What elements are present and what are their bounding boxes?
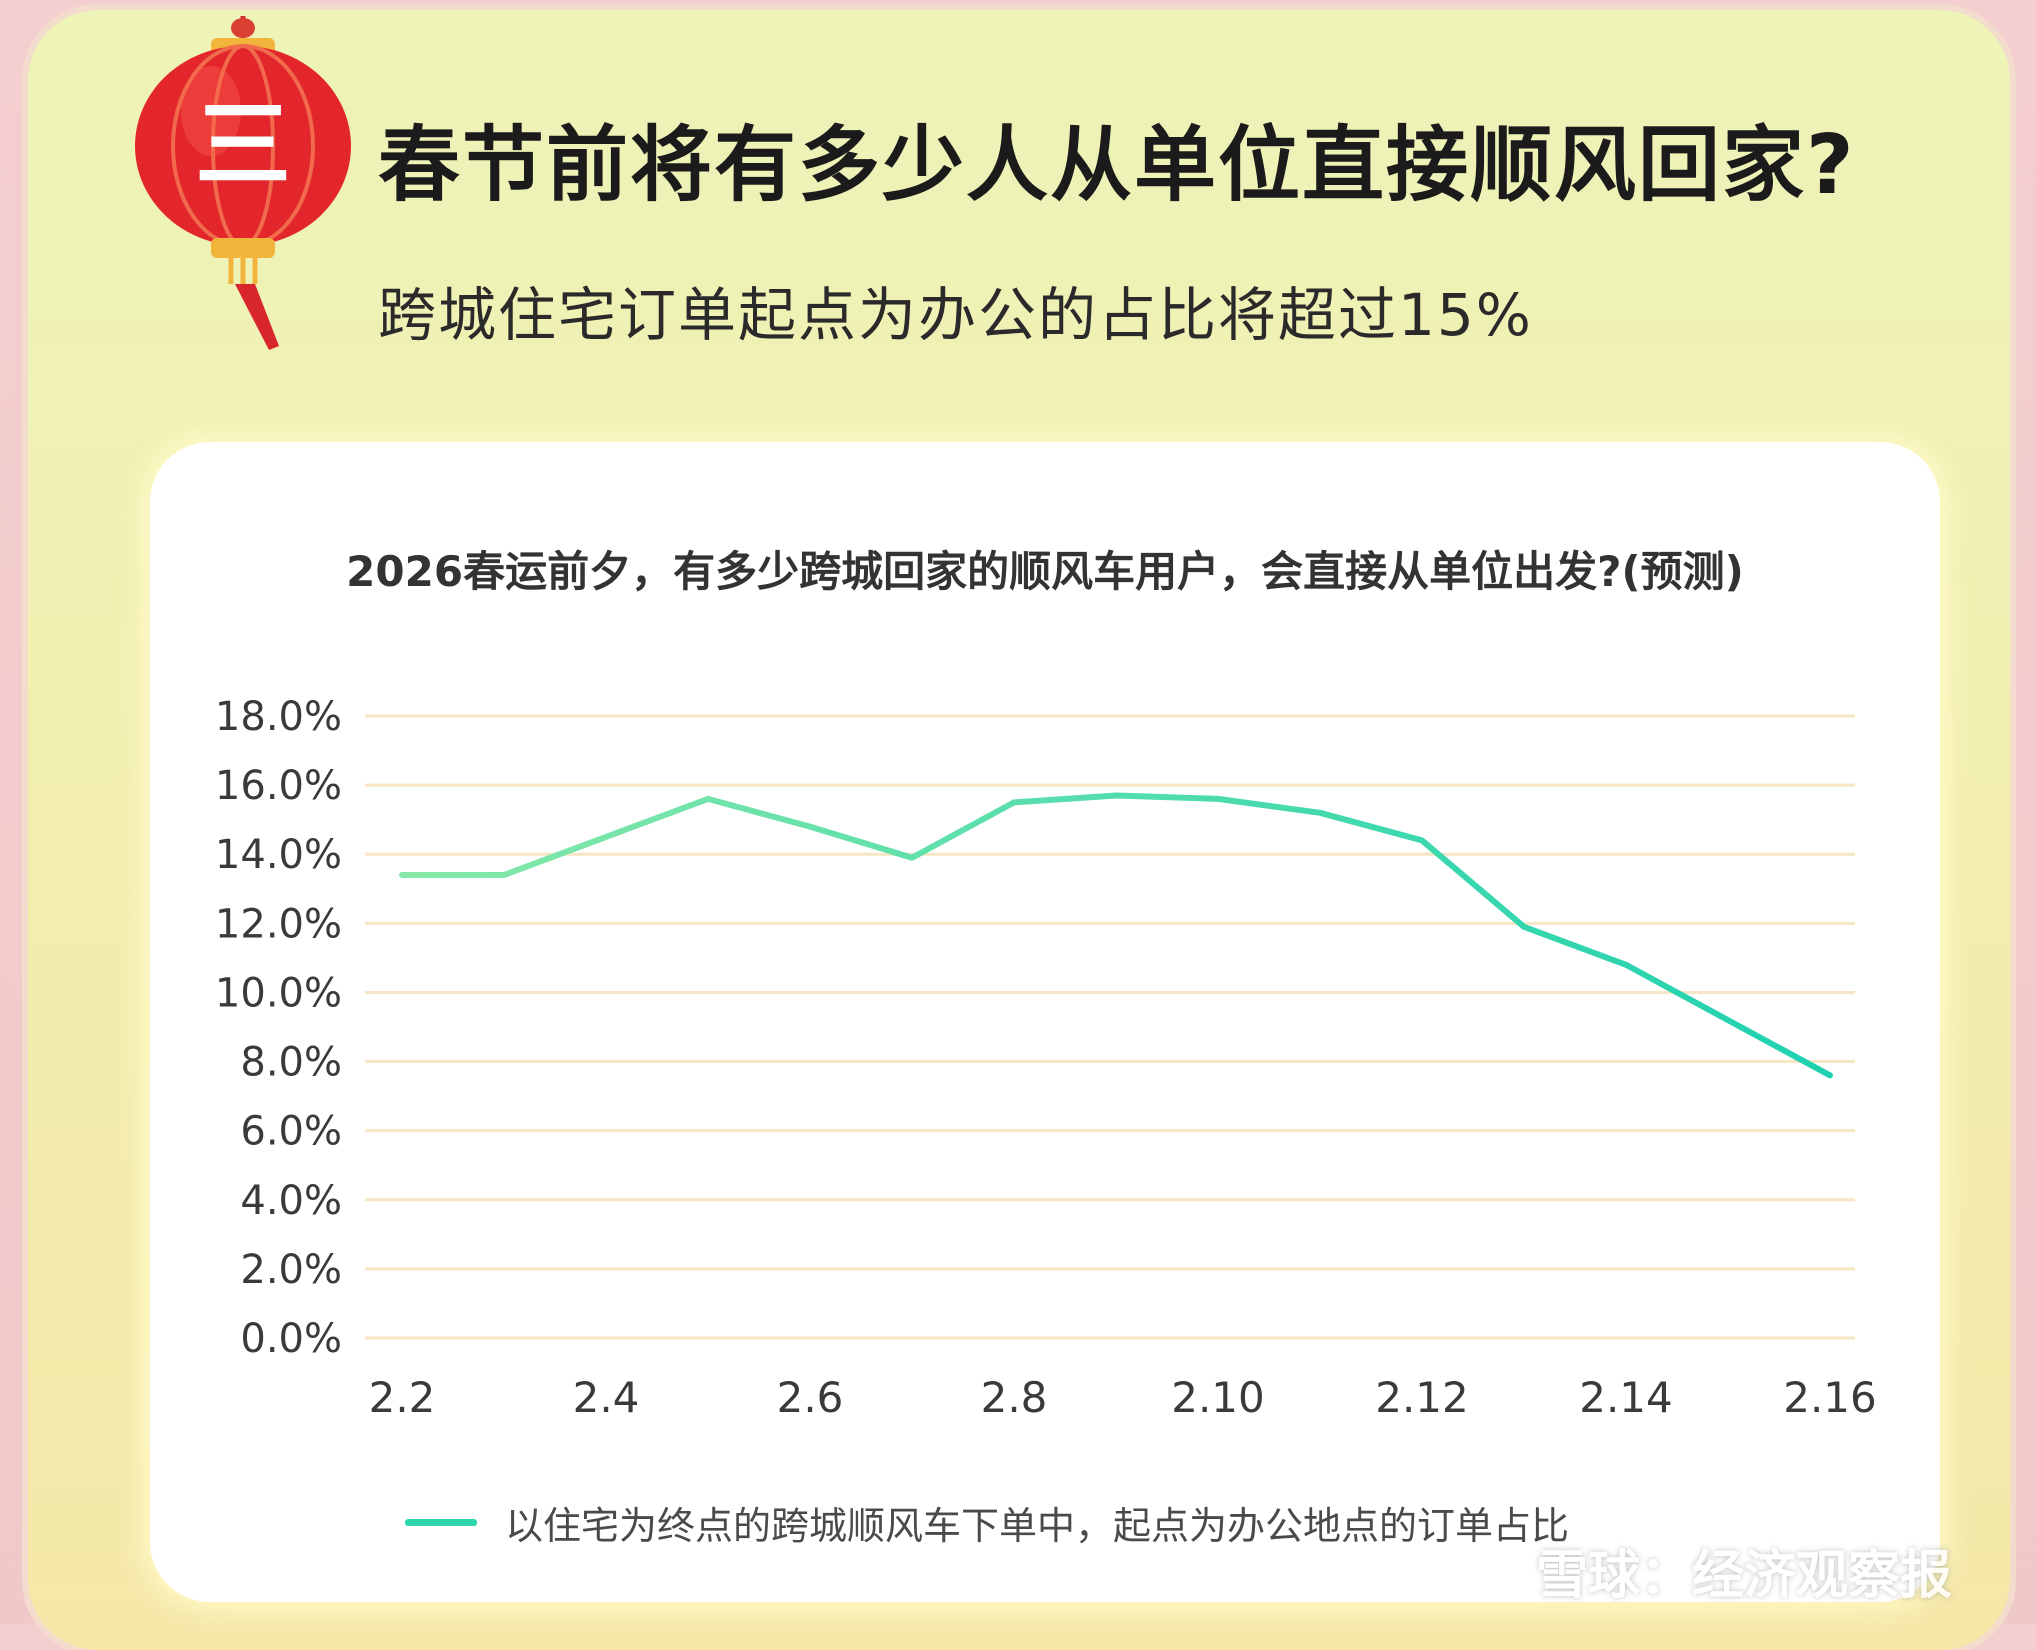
- y-tick-label: 18.0%: [215, 694, 342, 740]
- x-tick-label: 2.14: [1579, 1373, 1673, 1422]
- x-axis-ticks: 2.2 2.4 2.6 2.8 2.10 2.12 2.14 2.16: [369, 1373, 1877, 1422]
- x-tick-label: 2.6: [777, 1373, 844, 1422]
- lantern-badge: 三: [195, 89, 291, 201]
- snowball-logo-icon: [1459, 1539, 1521, 1601]
- y-tick-label: 12.0%: [215, 901, 342, 947]
- series-layer: [399, 792, 1833, 1079]
- y-tick-label: 16.0%: [215, 763, 342, 809]
- series-line: [399, 792, 1833, 1079]
- x-tick-label: 2.16: [1783, 1373, 1877, 1422]
- grid-lines: [365, 714, 1855, 1340]
- chart-title: 2026春运前夕，有多少跨城回家的顺风车用户，会直接从单位出发?(预测): [346, 547, 1744, 596]
- legend-swatch: [405, 1518, 477, 1526]
- y-tick-label: 4.0%: [240, 1178, 342, 1224]
- watermark: 雪球：经济观察报: [1458, 1530, 1952, 1610]
- y-axis-ticks: 18.0% 16.0% 14.0% 12.0% 10.0% 8.0% 6.0% 4.0% 2.0…: [215, 694, 342, 1362]
- chart-legend: 以住宅为终点的跨城顺风车下单中，起点为办公地点的订单占比: [405, 1492, 1569, 1552]
- x-tick-label: 2.10: [1171, 1373, 1265, 1422]
- y-tick-label: 14.0%: [215, 832, 342, 878]
- line-chart: 18.0% 16.0% 14.0% 12.0% 10.0% 8.0% 6.0% 4.0% 2.0…: [215, 694, 1877, 1422]
- y-tick-label: 8.0%: [240, 1040, 342, 1086]
- page-subtitle: 跨城住宅订单起点为办公的占比将超过15%: [378, 281, 1533, 349]
- y-tick-label: 0.0%: [240, 1316, 342, 1362]
- x-tick-label: 2.12: [1375, 1373, 1469, 1422]
- legend-label: 以住宅为终点的跨城顺风车下单中，起点为办公地点的订单占比: [505, 1503, 1570, 1548]
- page-title: 春节前将有多少人从单位直接顺风回家?: [378, 118, 1856, 213]
- watermark-text: 雪球：经济观察报: [1536, 1545, 1953, 1606]
- chart-card: 2026春运前夕，有多少跨城回家的顺风车用户，会直接从单位出发?(预测) 18.…: [150, 442, 1940, 1602]
- y-tick-label: 10.0%: [215, 970, 342, 1016]
- y-tick-label: 2.0%: [240, 1247, 342, 1293]
- red-lantern-icon: 三: [135, 16, 351, 350]
- x-tick-label: 2.8: [981, 1373, 1048, 1422]
- infographic-panel: 三 春节前将有多少人从单位直接顺风回家? 跨城住宅订单起点为办公的占比将超过15…: [28, 10, 2010, 1650]
- x-tick-label: 2.2: [369, 1373, 436, 1422]
- y-tick-label: 6.0%: [240, 1109, 342, 1155]
- x-tick-label: 2.4: [573, 1373, 640, 1422]
